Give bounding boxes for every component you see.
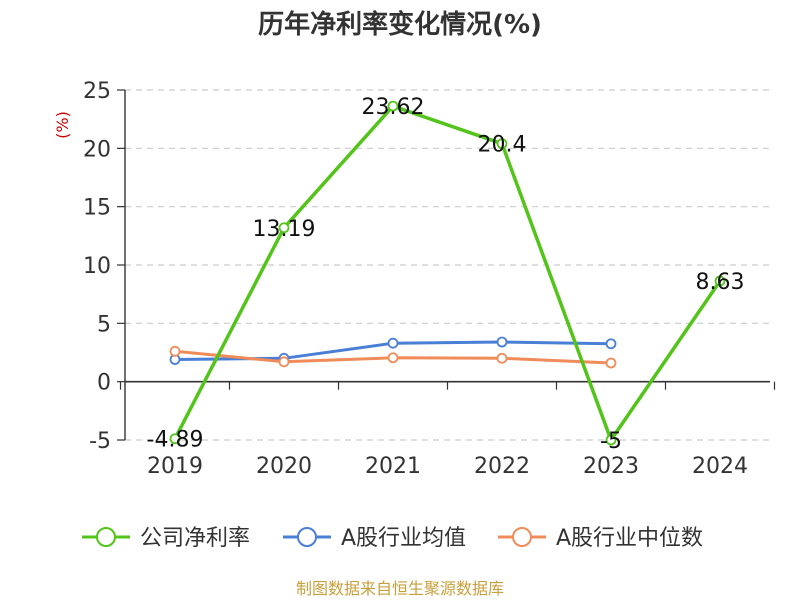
x-tick-label: 2022 <box>474 454 530 479</box>
chart-title: 历年净利率变化情况(%) <box>258 9 542 40</box>
y-tick-label: 20 <box>83 137 111 162</box>
legend-marker <box>297 527 317 547</box>
x-tick-label: 2024 <box>692 454 748 479</box>
source-note: 制图数据来自恒生聚源数据库 <box>296 579 504 598</box>
y-tick-label: -5 <box>89 429 111 454</box>
data-point <box>278 356 290 368</box>
data-label: -5 <box>600 429 622 454</box>
x-tick-label: 2021 <box>365 454 421 479</box>
data-label: 13.19 <box>253 217 316 242</box>
legend-label: 公司净利率 <box>140 526 250 551</box>
data-point <box>387 352 399 364</box>
data-point <box>387 100 399 112</box>
y-axis-unit-label: (%) <box>53 111 72 139</box>
data-point <box>496 352 508 364</box>
legend-marker <box>96 527 116 547</box>
legend-marker <box>512 527 532 547</box>
y-tick-label: 15 <box>83 196 111 221</box>
data-label: -4.89 <box>147 428 204 453</box>
data-point <box>605 357 617 369</box>
x-tick-label: 2023 <box>583 454 639 479</box>
y-tick-label: 5 <box>97 312 111 337</box>
data-label: 8.63 <box>696 270 745 295</box>
legend: 公司净利率 A股行业均值 A股行业中位数 <box>82 526 703 551</box>
data-point <box>605 338 617 350</box>
data-point <box>387 337 399 349</box>
data-point <box>605 434 617 446</box>
y-tick-label: 25 <box>83 79 111 104</box>
data-label: 23.62 <box>362 95 425 120</box>
data-label: 20.4 <box>478 133 527 158</box>
data-labels: -4.89 13.19 23.62 20.4 -5 8.63 <box>147 95 745 454</box>
data-point <box>496 138 508 150</box>
data-point <box>278 222 290 234</box>
legend-label: A股行业中位数 <box>556 526 703 551</box>
y-tick-label: 0 <box>97 371 111 396</box>
x-tick-label: 2020 <box>256 454 312 479</box>
legend-label: A股行业均值 <box>341 526 466 551</box>
data-point <box>496 336 508 348</box>
axes: -5 0 5 10 15 20 25 2019 2020 2021 2022 2023 2024 <box>83 79 776 479</box>
series-line <box>173 104 722 442</box>
grid <box>125 89 770 441</box>
data-point <box>169 433 181 445</box>
x-tick-label: 2019 <box>147 454 203 479</box>
y-tick-label: 10 <box>83 254 111 279</box>
data-point <box>169 345 181 357</box>
data-point <box>714 275 726 287</box>
series-lines <box>169 100 726 446</box>
